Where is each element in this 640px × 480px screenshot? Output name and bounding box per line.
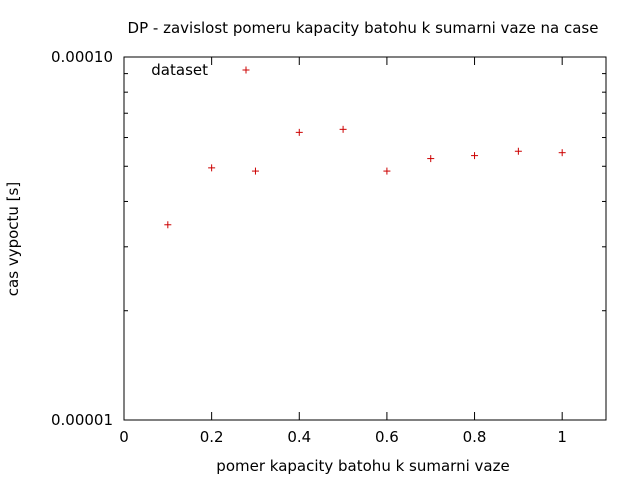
y-axis-label: cas vypoctu [s] — [4, 182, 22, 296]
data-point — [339, 125, 347, 133]
chart-title: DP - zavislost pomeru kapacity batohu k … — [128, 19, 599, 37]
legend-label: dataset — [151, 61, 208, 79]
data-point — [251, 167, 259, 175]
x-tick-label: 0.2 — [200, 428, 224, 446]
data-point — [471, 152, 479, 160]
x-tick-label: 0 — [119, 428, 129, 446]
x-tick-label: 0.4 — [287, 428, 311, 446]
data-point — [427, 155, 435, 163]
y-tick-label: 0.00010 — [51, 48, 113, 66]
x-tick-label: 0.6 — [375, 428, 399, 446]
data-point — [558, 149, 566, 157]
data-point — [383, 167, 391, 175]
plot-area: 0 0.2 0.4 0.6 0.8 1 0.00001 0.00010 dataset — [51, 48, 607, 446]
data-point — [164, 221, 172, 229]
data-point — [208, 164, 216, 172]
data-point — [295, 128, 303, 136]
x-tick-label: 0.8 — [463, 428, 487, 446]
legend-marker — [242, 66, 250, 74]
plot-frame — [123, 56, 607, 421]
x-axis-label: pomer kapacity batohu k sumarni vaze — [216, 457, 509, 475]
x-tick-label: 1 — [557, 428, 567, 446]
y-tick-label: 0.00001 — [51, 411, 113, 429]
data-point — [514, 147, 522, 155]
